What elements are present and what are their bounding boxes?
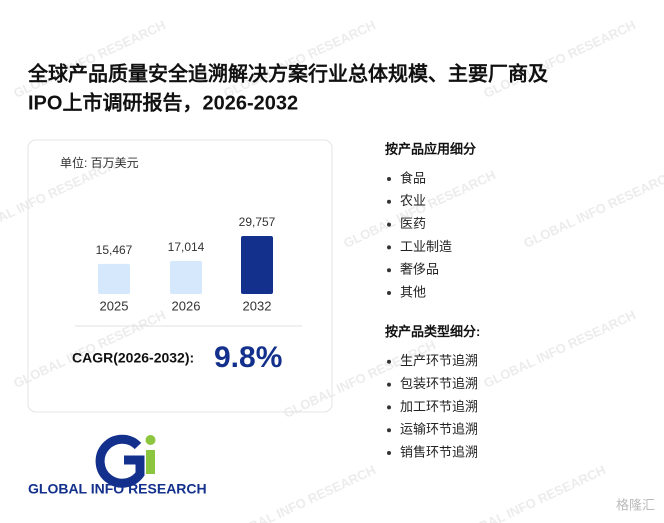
segment-item: 工业制造 [400, 239, 452, 254]
watermark: GLOBAL INFO RESEARCH [221, 462, 378, 523]
watermark: GLOBAL INFO RESEARCH [451, 462, 608, 523]
bar [170, 260, 202, 294]
category-label: 2025 [100, 298, 129, 313]
corner-brand: 格隆汇 [616, 497, 655, 512]
bullet [387, 245, 391, 250]
value-label: 17,014 [168, 240, 205, 254]
bullet [387, 451, 391, 455]
bullet [387, 268, 391, 273]
bullet [387, 177, 391, 181]
chart-card [27, 139, 333, 413]
watermark: GLOBAL INFO RESEARCH [11, 17, 168, 101]
bullet [387, 222, 391, 227]
cagr-value: 9.8% [214, 341, 282, 374]
logo-text: GLOBAL INFO RESEARCH [28, 481, 207, 497]
bullet [387, 291, 391, 295]
watermark: GLOBAL INFO RESEARCH [481, 17, 638, 101]
segment-item: 包装环节追溯 [400, 376, 478, 391]
category-label: 2032 [243, 298, 272, 313]
segment-item: 农业 [400, 193, 426, 208]
cagr-label: CAGR(2026-2032): [72, 350, 194, 366]
segment-item: 加工环节追溯 [400, 399, 478, 414]
segment-item: 其他 [400, 284, 426, 299]
bullet [387, 428, 391, 433]
watermark: GLOBAL INFO RESEARCH [521, 167, 664, 251]
logo-g [95, 434, 145, 488]
title: 全球产品质量安全追溯解决方案行业总体规模、主要厂商及 [27, 61, 549, 85]
segment-heading: 按产品类型细分: [385, 324, 480, 339]
segment-item: 医药 [400, 216, 426, 231]
bullet [387, 359, 391, 364]
segment-item: 销售环节追溯 [400, 444, 478, 459]
logo: GLOBAL INFO RESEARCH [28, 434, 207, 497]
segment-item: 食品 [400, 170, 426, 185]
bullet [387, 199, 391, 204]
logo-i [146, 450, 155, 474]
bullet [387, 405, 391, 410]
segment-item: 运输环节追溯 [400, 422, 478, 437]
bar [98, 263, 130, 294]
segment-item: 奢侈品 [400, 262, 439, 277]
category-label: 2026 [172, 298, 201, 313]
logo-dot [145, 435, 156, 445]
bullet [387, 382, 391, 387]
segment-heading: 按产品应用细分 [385, 141, 476, 156]
value-label: 29,757 [239, 215, 276, 229]
value-label: 15,467 [96, 243, 133, 257]
unit-label: 单位: 百万美元 [60, 155, 139, 170]
watermark: GLOBAL INFO RESEARCH [481, 307, 638, 391]
segment-item: 生产环节追溯 [400, 353, 478, 368]
bar [241, 236, 273, 294]
title: IPO上市调研报告，2026-2032 [28, 90, 298, 114]
watermark: GLOBAL INFO RESEARCH [221, 17, 378, 101]
